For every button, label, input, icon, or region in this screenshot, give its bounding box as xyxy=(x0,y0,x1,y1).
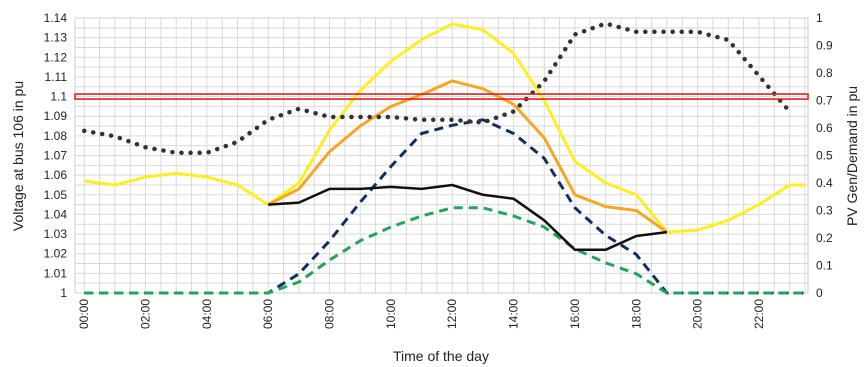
y2-tick-label: 0.3 xyxy=(816,204,833,218)
grid xyxy=(74,17,809,294)
y-tick-label: 1.02 xyxy=(44,247,68,261)
y-tick-label: 1.08 xyxy=(44,129,68,143)
x-axis-title: Time of the day xyxy=(393,348,489,364)
y-tick-label: 1.05 xyxy=(44,188,68,202)
y-tick-label: 1.1 xyxy=(50,90,67,104)
series-limit-line xyxy=(74,93,809,100)
series-layer xyxy=(74,21,809,295)
x-tick-label: 12:00 xyxy=(445,299,459,329)
y-tick-label: 1.12 xyxy=(44,50,68,64)
x-tick-label: 10:00 xyxy=(384,299,398,329)
y2-tick-label: 0.9 xyxy=(816,39,833,53)
x-tick-label: 20:00 xyxy=(691,299,705,329)
x-axis-ticks: 00:00 02:00 04:00 06:00 08:00 10:00 12:00 14:00… xyxy=(77,299,766,329)
y2-tick-label: 0.5 xyxy=(816,149,833,163)
plot-frame xyxy=(74,17,809,294)
x-tick-label: 18:00 xyxy=(629,299,643,329)
y2-tick-label: 0.4 xyxy=(816,176,833,190)
series-line-yellow xyxy=(84,22,805,234)
y2-tick-label: 1 xyxy=(816,11,823,25)
y-axis-right-ticks: 0 0.1 0.2 0.3 0.4 0.5 0.6 0.7 0.8 0.9 1 xyxy=(816,11,833,300)
y-tick-label: 1.07 xyxy=(44,149,68,163)
y-tick-label: 1.01 xyxy=(44,266,68,280)
x-tick-label: 08:00 xyxy=(323,299,337,329)
y-tick-label: 1.13 xyxy=(44,31,68,45)
y-tick-label: 1.11 xyxy=(45,70,68,84)
y2-tick-label: 0.8 xyxy=(816,66,833,80)
y-tick-label: 1.03 xyxy=(44,227,68,241)
x-tick-label: 04:00 xyxy=(200,299,214,329)
y2-tick-label: 0.1 xyxy=(816,259,833,273)
x-tick-label: 02:00 xyxy=(139,299,153,329)
y2-tick-label: 0 xyxy=(816,286,823,300)
x-tick-label: 16:00 xyxy=(568,299,582,329)
x-tick-label: 00:00 xyxy=(77,299,91,329)
series-line-dots xyxy=(81,21,792,156)
y-axis-left-ticks: 1 1.01 1.02 1.03 1.04 1.05 1.06 1.07 1.08 1.09 1.1… xyxy=(44,11,68,300)
y-axis-title: Voltage at bus 106 in pu xyxy=(10,81,26,231)
y2-tick-label: 0.6 xyxy=(816,121,833,135)
series-line-green xyxy=(84,206,805,295)
y2-tick-label: 0.7 xyxy=(816,94,833,108)
y2-axis-title: PV Gen/Demand in pu xyxy=(844,86,860,226)
y2-tick-label: 0.2 xyxy=(816,231,833,245)
y-tick-label: 1.04 xyxy=(44,207,68,221)
x-tick-label: 14:00 xyxy=(507,299,521,329)
y-tick-label: 1 xyxy=(60,286,67,300)
series-line-black xyxy=(268,183,668,252)
y-tick-label: 1.06 xyxy=(44,168,68,182)
x-tick-label: 06:00 xyxy=(261,299,275,329)
x-tick-label: 22:00 xyxy=(752,299,766,329)
y-tick-label: 1.09 xyxy=(44,109,68,123)
y-tick-label: 1.14 xyxy=(44,11,68,25)
series-line-orange xyxy=(267,79,668,234)
